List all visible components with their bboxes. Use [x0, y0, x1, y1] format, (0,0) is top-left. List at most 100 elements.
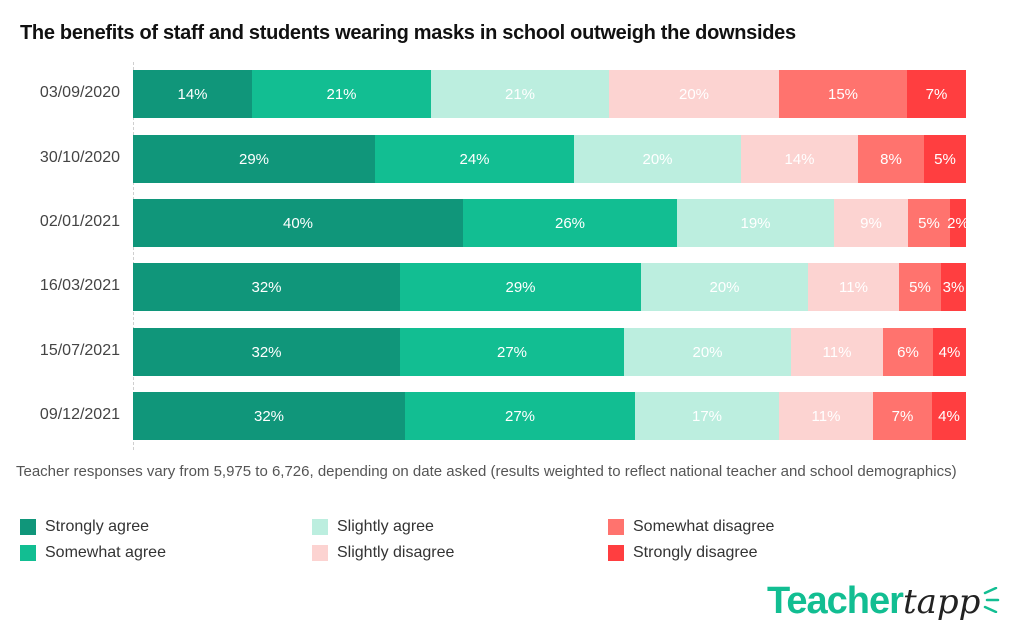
legend-item-strongly-disagree: Strongly disagree: [608, 544, 758, 562]
bar-segment-strongly-agree: 14%: [133, 70, 252, 118]
category-label: 16/03/2021: [39, 277, 120, 294]
bar-segment-strongly-agree: 32%: [133, 263, 400, 311]
bar-segment-somewhat-agree: 29%: [400, 263, 641, 311]
bar-segment-strongly-disagree: 4%: [933, 328, 966, 376]
bar-segment-slightly-agree: 20%: [624, 328, 791, 376]
legend-item-slightly-disagree: Slightly disagree: [312, 544, 454, 562]
bar-segment-slightly-disagree: 11%: [808, 263, 899, 311]
data-label: 29%: [238, 150, 270, 168]
teachertapp-logo: Teacher tapp: [767, 580, 1000, 623]
data-label: 11%: [811, 407, 841, 425]
data-label: 14%: [784, 150, 815, 168]
data-label: 15%: [827, 85, 859, 103]
data-label: 32%: [253, 407, 285, 425]
bar-segment-slightly-agree: 19%: [677, 199, 834, 247]
data-label: 32%: [251, 343, 282, 361]
bar-segment-strongly-disagree: 3%: [941, 263, 966, 311]
logo-rays-icon: [982, 586, 1000, 619]
bar-segment-somewhat-disagree: 8%: [858, 135, 924, 183]
legend-item-slightly-agree: Slightly agree: [312, 518, 434, 536]
legend-swatch: [20, 519, 36, 535]
logo-tapp-text: tapp: [902, 582, 981, 622]
data-label: 6%: [897, 343, 919, 361]
bar-segment-somewhat-agree: 27%: [405, 392, 635, 440]
bar-segment-slightly-agree: 21%: [431, 70, 609, 118]
bar-segment-slightly-disagree: 14%: [741, 135, 858, 183]
data-label: 32%: [251, 278, 282, 296]
data-label: 20%: [709, 278, 740, 296]
legend-item-strongly-agree: Strongly agree: [20, 518, 149, 536]
bar-segment-strongly-disagree: 2%: [947, 199, 969, 247]
bar-segment-slightly-disagree: 11%: [779, 392, 873, 440]
chart-title: The benefits of staff and students weari…: [20, 22, 796, 44]
data-label: 11%: [822, 343, 852, 361]
legend-swatch: [20, 545, 36, 561]
data-label: 4%: [938, 407, 960, 425]
legend-label: Strongly agree: [45, 518, 150, 535]
bar-segment-somewhat-disagree: 15%: [779, 70, 907, 118]
legend-label: Strongly disagree: [633, 544, 758, 561]
bar-segment-slightly-disagree: 11%: [791, 328, 883, 376]
footnote: Teacher responses vary from 5,975 to 6,7…: [16, 463, 957, 480]
bar-segment-strongly-agree: 32%: [133, 328, 400, 376]
data-label: 20%: [642, 150, 673, 168]
bar-segment-somewhat-agree: 21%: [252, 70, 431, 118]
bar-segment-slightly-disagree: 9%: [834, 199, 908, 247]
legend-label: Somewhat disagree: [633, 518, 775, 535]
legend-swatch: [608, 519, 624, 535]
data-label: 27%: [496, 343, 528, 361]
bar-segment-strongly-disagree: 4%: [932, 392, 966, 440]
data-label: 19%: [740, 214, 771, 232]
category-label: 30/10/2020: [39, 149, 120, 166]
data-label: 8%: [880, 150, 902, 168]
data-label: 2%: [947, 214, 969, 232]
data-label: 7%: [891, 407, 914, 425]
category-label: 15/07/2021: [39, 342, 120, 359]
y-axis-line: [133, 62, 134, 450]
bar-segment-slightly-agree: 17%: [635, 392, 779, 440]
category-label: 02/01/2021: [39, 213, 120, 230]
data-label: 20%: [678, 85, 710, 103]
data-label: 5%: [934, 150, 956, 168]
category-label: 09/12/2021: [39, 406, 120, 423]
data-label: 24%: [459, 150, 490, 168]
legend-item-somewhat-disagree: Somewhat disagree: [608, 518, 774, 536]
bar-segment-slightly-disagree: 20%: [609, 70, 779, 118]
bar-segment-somewhat-disagree: 5%: [908, 199, 950, 247]
data-label: 11%: [839, 278, 868, 296]
data-label: 7%: [925, 85, 948, 103]
legend-item-somewhat-agree: Somewhat agree: [20, 544, 166, 562]
data-label: 21%: [326, 85, 357, 103]
data-label: 4%: [938, 343, 961, 361]
bar-segment-somewhat-disagree: 5%: [899, 263, 941, 311]
data-label: 5%: [909, 278, 931, 296]
bar-segment-slightly-agree: 20%: [574, 135, 741, 183]
legend-label: Somewhat agree: [45, 544, 166, 561]
legend-label: Slightly agree: [337, 518, 434, 535]
category-label: 03/09/2020: [39, 84, 120, 101]
bar-segment-slightly-agree: 20%: [641, 263, 808, 311]
legend-swatch: [608, 545, 624, 561]
data-label: 26%: [554, 214, 586, 232]
data-label: 40%: [282, 214, 314, 232]
bar-segment-somewhat-agree: 27%: [400, 328, 624, 376]
logo-teacher-text: Teacher: [767, 580, 904, 622]
data-label: 29%: [505, 278, 536, 296]
legend-swatch: [312, 519, 328, 535]
bar-segment-somewhat-agree: 24%: [375, 135, 574, 183]
bar-segment-somewhat-disagree: 6%: [883, 328, 933, 376]
data-label: 20%: [692, 343, 723, 361]
bar-segment-somewhat-disagree: 7%: [873, 392, 932, 440]
bar-segment-strongly-agree: 29%: [133, 135, 375, 183]
data-label: 3%: [942, 278, 965, 296]
legend-label: Slightly disagree: [337, 544, 455, 561]
legend-swatch: [312, 545, 328, 561]
data-label: 5%: [918, 214, 940, 232]
bar-segment-strongly-agree: 32%: [133, 392, 405, 440]
bar-segment-strongly-disagree: 7%: [907, 70, 966, 118]
data-label: 14%: [177, 85, 208, 103]
bar-segment-strongly-agree: 40%: [133, 199, 463, 247]
bar-segment-strongly-disagree: 5%: [924, 135, 966, 183]
data-label: 9%: [860, 214, 882, 232]
data-label: 17%: [691, 407, 723, 425]
